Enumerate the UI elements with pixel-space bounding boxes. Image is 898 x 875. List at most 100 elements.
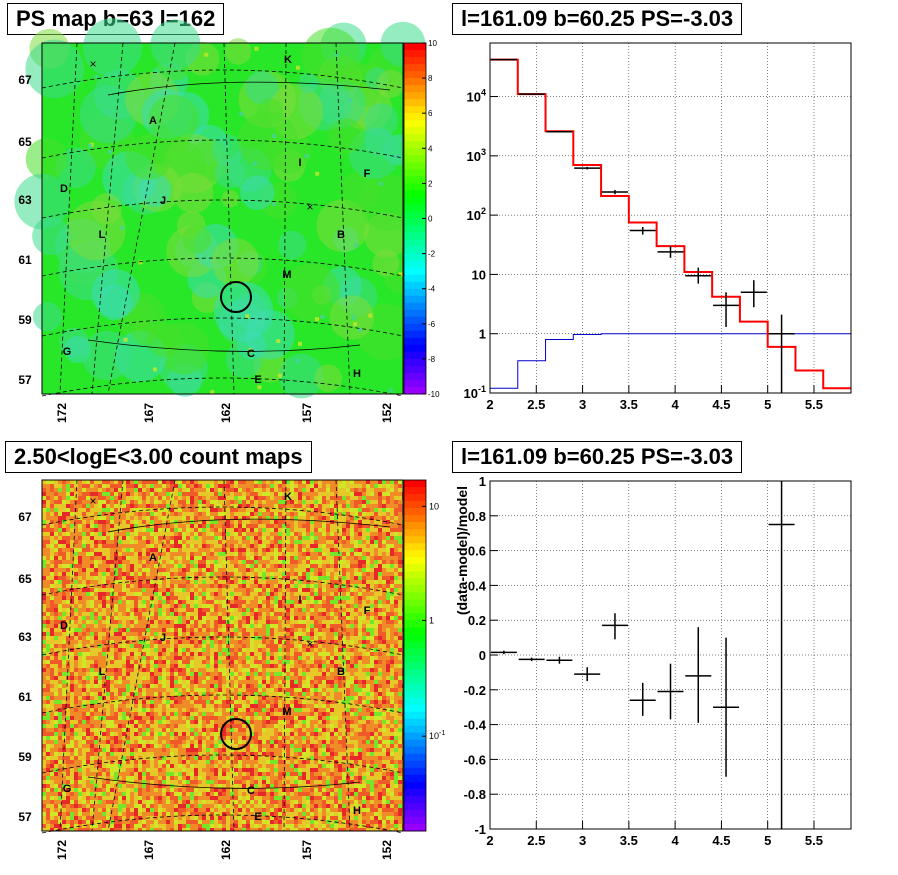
map-pixel <box>214 616 218 620</box>
map-pixel <box>250 592 254 596</box>
map-pixel <box>134 596 138 600</box>
map-pixel <box>370 564 374 568</box>
map-pixel <box>382 664 386 668</box>
map-pixel <box>250 596 254 600</box>
map-pixel <box>134 572 138 576</box>
map-pixel <box>318 496 322 500</box>
map-pixel <box>98 572 102 576</box>
map-pixel <box>274 500 278 504</box>
map-pixel <box>390 656 394 660</box>
map-pixel <box>278 592 282 596</box>
map-pixel <box>82 604 86 608</box>
map-pixel <box>274 520 278 524</box>
map-pixel <box>226 680 230 684</box>
map-pixel <box>278 640 282 644</box>
map-pixel <box>62 520 66 524</box>
map-pixel <box>62 536 66 540</box>
map-pixel <box>306 616 310 620</box>
map-pixel <box>138 624 142 628</box>
map-pixel <box>58 564 62 568</box>
map-pixel <box>326 600 330 604</box>
map-pixel <box>106 496 110 500</box>
map-pixel <box>94 592 98 596</box>
map-pixel <box>350 680 354 684</box>
map-pixel <box>242 564 246 568</box>
map-pixel <box>242 616 246 620</box>
map-pixel <box>394 540 398 544</box>
map-pixel <box>326 564 330 568</box>
map-pixel <box>58 668 62 672</box>
map-pixel <box>74 564 78 568</box>
map-pixel <box>358 540 362 544</box>
map-pixel <box>102 556 106 560</box>
map-pixel <box>122 588 126 592</box>
map-pixel <box>58 624 62 628</box>
map-pixel <box>90 660 94 664</box>
map-pixel <box>110 580 114 584</box>
map-pixel <box>86 628 90 632</box>
map-pixel <box>62 568 66 572</box>
map-pixel <box>294 568 298 572</box>
map-pixel <box>370 524 374 528</box>
map-pixel <box>374 548 378 552</box>
map-pixel <box>270 656 274 660</box>
map-pixel <box>282 616 286 620</box>
map-pixel <box>294 664 298 668</box>
map-pixel <box>246 532 250 536</box>
map-pixel <box>334 620 338 624</box>
map-pixel <box>178 540 182 544</box>
map-pixel <box>150 540 154 544</box>
map-pixel <box>342 492 346 496</box>
map-pixel <box>58 644 62 648</box>
map-pixel <box>46 540 50 544</box>
map-pixel <box>50 488 54 492</box>
map-pixel <box>298 660 302 664</box>
map-pixel <box>170 596 174 600</box>
map-pixel <box>98 660 102 664</box>
map-pixel <box>338 652 342 656</box>
map-pixel <box>90 592 94 596</box>
map-pixel <box>126 512 130 516</box>
map-pixel <box>170 624 174 628</box>
map-pixel <box>142 588 146 592</box>
map-pixel <box>94 680 98 684</box>
map-pixel <box>174 600 178 604</box>
map-pixel <box>394 564 398 568</box>
colorbar-segment <box>404 71 426 79</box>
map-pixel <box>138 680 142 684</box>
map-pixel <box>378 540 382 544</box>
map-pixel <box>270 528 274 532</box>
map-pixel <box>70 540 74 544</box>
map-pixel <box>262 680 266 684</box>
map-pixel <box>42 524 46 528</box>
map-pixel <box>82 592 86 596</box>
map-speck <box>298 341 303 346</box>
map-pixel <box>230 652 234 656</box>
map-pixel <box>202 652 206 656</box>
map-pixel <box>338 616 342 620</box>
map-pixel <box>222 484 226 488</box>
map-pixel <box>162 480 166 484</box>
map-pixel <box>54 656 58 660</box>
map-pixel <box>262 640 266 644</box>
map-pixel <box>298 648 302 652</box>
map-pixel <box>74 512 78 516</box>
map-pixel <box>126 568 130 572</box>
map-pixel <box>242 648 246 652</box>
map-pixel <box>90 488 94 492</box>
map-speck <box>368 313 373 318</box>
map-pixel <box>342 564 346 568</box>
map-pixel <box>370 516 374 520</box>
map-pixel <box>218 548 222 552</box>
map-pixel <box>398 548 402 552</box>
map-pixel <box>286 596 290 600</box>
map-pixel <box>286 516 290 520</box>
map-pixel <box>366 640 370 644</box>
map-pixel <box>286 548 290 552</box>
map-pixel <box>302 520 306 524</box>
map-pixel <box>310 504 314 508</box>
map-pixel <box>162 556 166 560</box>
map-pixel <box>186 556 190 560</box>
map-pixel <box>226 672 230 676</box>
map-pixel <box>134 652 138 656</box>
